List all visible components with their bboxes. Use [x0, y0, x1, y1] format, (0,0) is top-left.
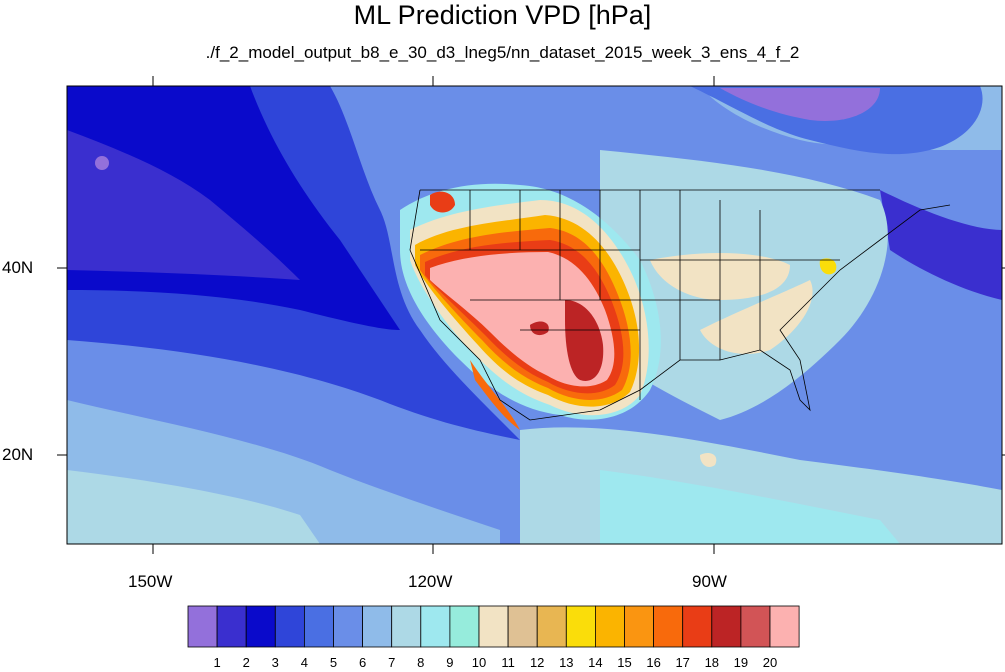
colorbar-swatch — [711, 605, 742, 648]
colorbar-swatch — [624, 605, 655, 648]
lon-label-90w: 90W — [692, 572, 727, 591]
colorbar-swatch — [391, 605, 422, 648]
colorbar-label: 14 — [588, 655, 603, 670]
colorbar-swatch — [245, 605, 276, 648]
colorbar-swatch — [187, 605, 218, 648]
axis-ticks — [57, 76, 1005, 554]
colorbar-swatch — [449, 605, 480, 648]
colorbar-label: 5 — [329, 655, 338, 670]
lon-label-150w: 150W — [128, 572, 173, 591]
colorbar-swatch — [536, 605, 567, 648]
colorbar-swatch — [333, 605, 364, 648]
colorbar-label: 3 — [271, 655, 279, 670]
colorbar-swatch — [478, 605, 509, 648]
colorbar-swatch — [595, 605, 625, 648]
map-frame — [66, 85, 1003, 545]
colorbar-label: 16 — [646, 655, 661, 670]
colorbar-swatch — [274, 605, 305, 648]
colorbar-label: 18 — [704, 655, 720, 670]
colorbar-label: 17 — [675, 655, 690, 670]
colorbar-swatch — [769, 605, 800, 648]
colorbar-label: 13 — [559, 655, 574, 670]
colorbar-label: 11 — [501, 655, 515, 670]
colorbar-label: 20 — [762, 655, 778, 670]
colorbar-label: 19 — [733, 655, 749, 670]
map-subtitle: ./f_2_model_output_b8_e_30_d3_lneg5/nn_d… — [205, 43, 800, 62]
colorbar-label: 8 — [417, 655, 425, 670]
colorbar-label: 1 — [213, 655, 221, 670]
colorbar-swatch — [740, 605, 771, 648]
colorbar-swatch — [420, 605, 451, 648]
colorbar-label: 2 — [242, 655, 250, 670]
state-boundaries — [409, 189, 951, 421]
colorbar-swatch — [565, 605, 596, 648]
lat-label-20n: 20N — [2, 445, 34, 464]
colorbar-swatch — [682, 605, 713, 648]
lat-label-40n: 40N — [2, 258, 34, 277]
vpd-field — [67, 86, 1002, 544]
colorbar-label: 9 — [446, 655, 454, 670]
colorbar-label: 10 — [471, 655, 487, 670]
colorbar — [187, 605, 800, 648]
colorbar-swatch — [216, 605, 247, 648]
colorbar-label: 6 — [358, 655, 367, 670]
colorbar-swatch — [303, 605, 334, 648]
colorbar-swatch — [507, 605, 538, 648]
colorbar-swatch — [362, 605, 393, 648]
colorbar-label: 12 — [529, 655, 545, 670]
colorbar-swatch — [653, 605, 684, 648]
colorbar-label: 15 — [617, 655, 632, 670]
lon-label-120w: 120W — [408, 572, 453, 591]
colorbar-label: 4 — [300, 655, 308, 670]
colorbar-label: 7 — [388, 655, 396, 670]
map-title: ML Prediction VPD [hPa] — [353, 0, 652, 30]
